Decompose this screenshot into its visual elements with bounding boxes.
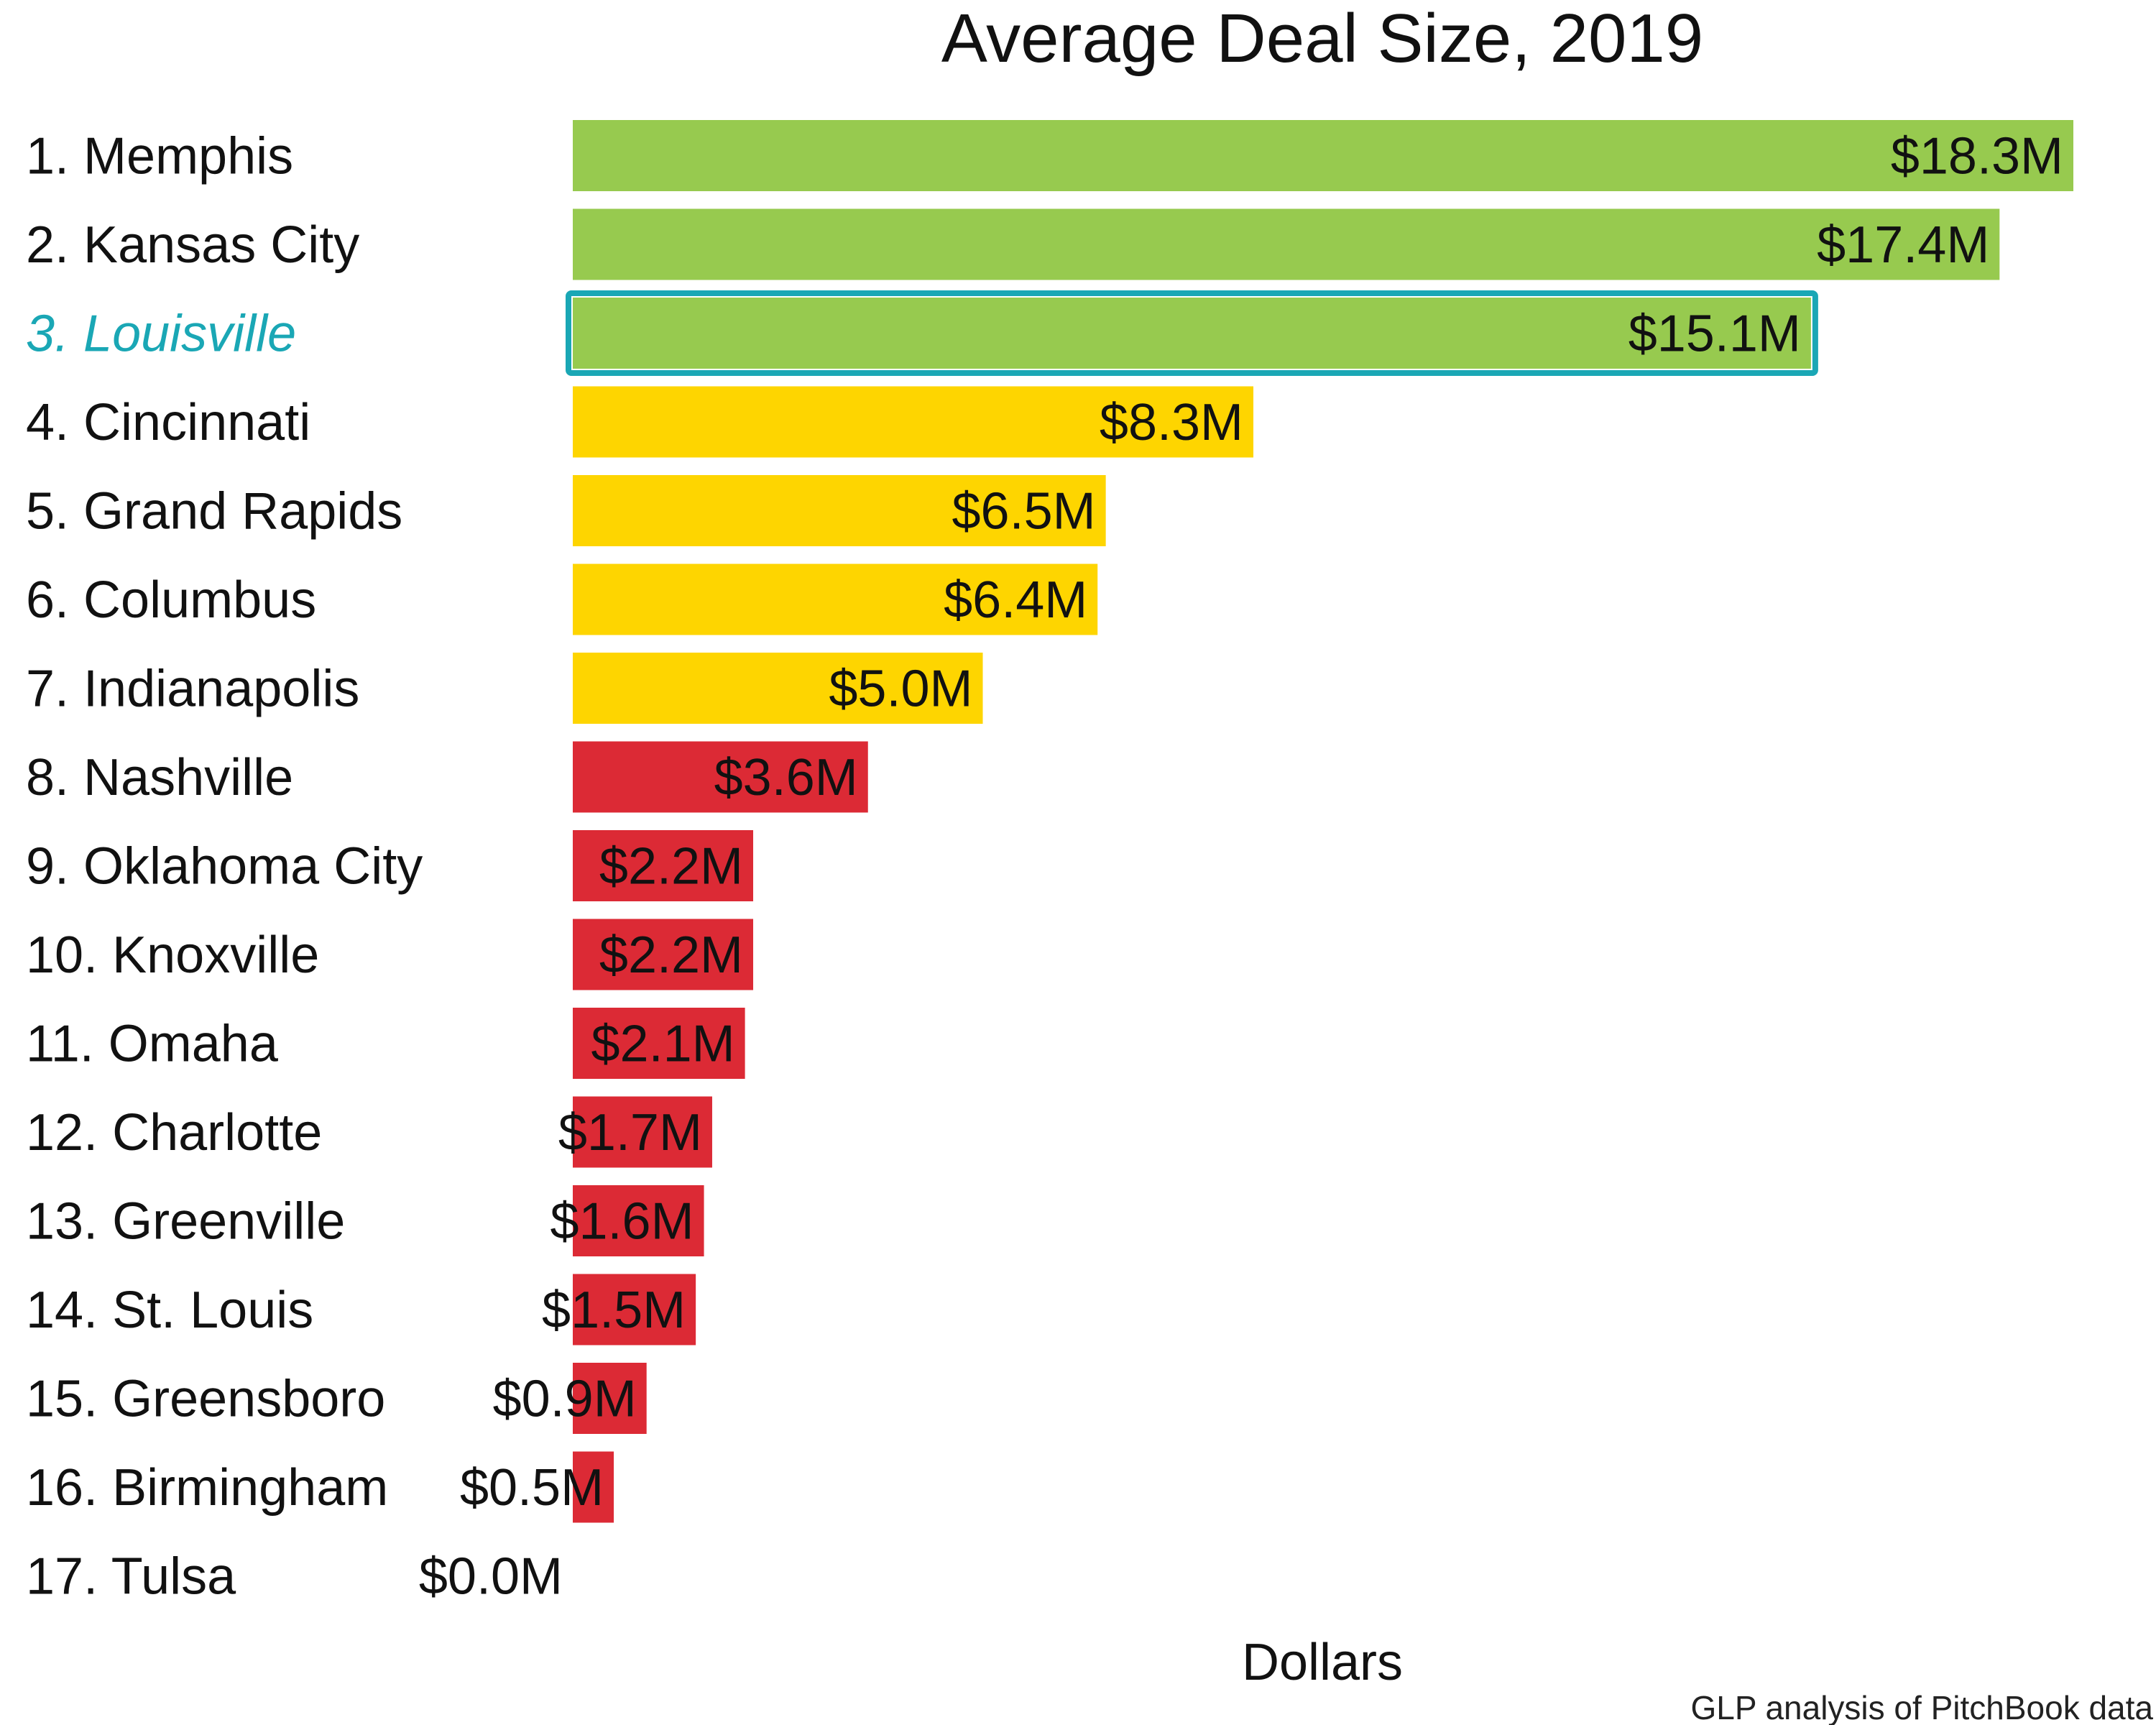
highlight-outline <box>566 290 1818 376</box>
bar <box>573 564 1098 635</box>
category-label: 13. Greenville <box>26 1193 345 1251</box>
x-axis-label: Dollars <box>1242 1634 1403 1691</box>
bar <box>573 386 1254 458</box>
value-label: $17.4M <box>1817 216 1989 274</box>
value-label: $0.5M <box>460 1459 604 1517</box>
category-label: 5. Grand Rapids <box>26 483 402 540</box>
chart-title: Average Deal Size, 2019 <box>941 0 1703 77</box>
value-label: $6.5M <box>952 483 1096 540</box>
category-label: 7. Indianapolis <box>26 661 359 718</box>
value-label: $1.7M <box>558 1104 702 1162</box>
value-label: $6.4M <box>944 571 1087 629</box>
bar <box>573 1185 704 1256</box>
category-label: 15. Greensboro <box>26 1371 385 1428</box>
bar <box>573 1008 745 1079</box>
value-label: $1.6M <box>550 1193 694 1251</box>
bar <box>573 298 1811 369</box>
category-label: 1. Memphis <box>26 128 293 185</box>
bar <box>573 208 2000 280</box>
value-label: $2.1M <box>591 1016 734 1073</box>
value-label: $2.2M <box>599 926 743 984</box>
category-label: 14. St. Louis <box>26 1282 313 1339</box>
value-label: $15.1M <box>1628 305 1801 363</box>
category-label: 2. Kansas City <box>26 216 359 274</box>
bar-rows: 1. Memphis $18.3M 2. Kansas City $17.4M 3. L… <box>26 120 2073 1606</box>
bar <box>573 1096 712 1168</box>
bar <box>573 475 1106 546</box>
category-label: 10. Knoxville <box>26 926 319 984</box>
category-label: 11. Omaha <box>26 1016 279 1073</box>
value-label: $3.6M <box>714 749 858 806</box>
category-label: 16. Birmingham <box>26 1459 388 1517</box>
bar <box>573 653 983 724</box>
value-label: $2.2M <box>599 838 743 896</box>
bar <box>573 919 754 990</box>
bar <box>573 1274 696 1346</box>
value-label: $0.0M <box>419 1548 563 1606</box>
category-label: 9. Oklahoma City <box>26 838 423 896</box>
value-label: $8.3M <box>1100 394 1243 451</box>
bar <box>573 830 754 901</box>
bar <box>573 120 2073 191</box>
bar <box>573 1363 647 1434</box>
category-label: 3. Louisville <box>26 305 296 363</box>
category-label: 17. Tulsa <box>26 1548 236 1606</box>
category-label: 12. Charlotte <box>26 1104 322 1162</box>
category-label: 4. Cincinnati <box>26 394 310 451</box>
source-note: GLP analysis of PitchBook data <box>1690 1689 2153 1725</box>
value-label: $5.0M <box>829 661 972 718</box>
bar <box>573 741 868 813</box>
value-label: $18.3M <box>1891 128 2063 185</box>
value-label: $1.5M <box>542 1282 686 1339</box>
category-label: 8. Nashville <box>26 749 293 806</box>
category-label: 6. Columbus <box>26 571 316 629</box>
value-label: $0.9M <box>493 1371 637 1428</box>
bar <box>573 1451 614 1523</box>
